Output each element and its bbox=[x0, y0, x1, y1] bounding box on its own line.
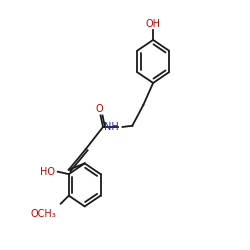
Text: HO: HO bbox=[40, 167, 55, 177]
Text: OH: OH bbox=[146, 19, 160, 29]
Text: NH: NH bbox=[104, 122, 119, 132]
Text: O: O bbox=[96, 104, 103, 114]
Text: OCH₃: OCH₃ bbox=[31, 209, 56, 219]
